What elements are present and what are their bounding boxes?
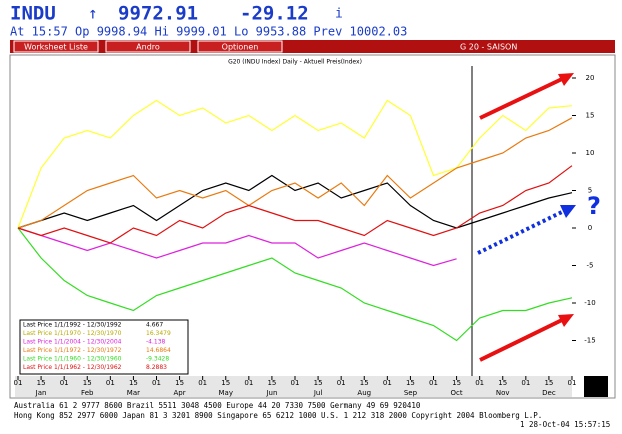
series-line [17,99,573,229]
y-tick-label: 0 [588,224,592,232]
arrow-head [560,205,576,218]
chart-title: G20 (INDU Index) Daily - Aktuell Preis(I… [228,59,362,66]
y-tick-label: -10 [584,299,595,307]
x-tick-label: 15 [37,379,46,387]
footer-line: Australia 61 2 9777 8600 Brazil 5511 304… [14,401,421,410]
legend-value: -4.138 [146,339,166,346]
y-tick-label: -15 [584,337,595,345]
x-tick-label: 15 [221,379,230,387]
arrow-up [479,318,563,362]
annotation: ? [587,192,601,220]
legend-label: Last Price 1/1/1962 - 12/30/1962 [23,364,122,371]
y-tick-label: 10 [586,149,595,157]
x-tick-label: 15 [498,379,507,387]
x-tick-label: 01 [198,379,207,387]
month-label: Nov [496,389,510,397]
y-tick-label: 5 [588,187,592,195]
x-tick-label: 01 [291,379,300,387]
x-tick-label: 15 [314,379,323,387]
menu-label: Worksheet Liste [24,43,88,52]
legend [19,319,189,375]
menu-button[interactable] [197,40,283,53]
legend-label: Last Price 1/1/1970 - 12/30/1970 [23,330,122,337]
menu-right: G 20 - SAISON [460,43,517,52]
legend-value: 4.667 [146,322,163,329]
legend-label: Last Price 1/1/1972 - 12/30/1972 [23,347,122,354]
menu-button[interactable] [105,40,191,53]
x-tick-label: 15 [406,379,415,387]
month-label: Feb [81,389,94,397]
series-line [17,174,573,229]
x-tick-label: 15 [360,379,369,387]
arrow-up [479,77,563,120]
series-line [17,117,573,229]
series-line [17,227,457,267]
menu-bar [10,40,615,53]
x-tick-label: 15 [544,379,553,387]
month-label: Oct [451,389,463,397]
month-label: May [219,389,233,397]
month-label: Jan [35,389,47,397]
month-label: Jun [265,389,277,397]
x-tick-label: 15 [83,379,92,387]
y-tick-label: 15 [586,112,595,120]
ticker: INDU [10,3,56,25]
series-line [17,227,573,342]
x-tick-label: 01 [152,379,161,387]
y-tick-label: -5 [587,262,594,270]
x-tick-label: 15 [129,379,138,387]
arrow-head [558,73,574,86]
month-label: Mar [127,389,140,397]
month-label: Aug [357,389,371,397]
x-tick-label: 01 [14,379,23,387]
menu-label: Optionen [222,43,259,52]
x-tick-label: 01 [60,379,69,387]
legend-label: Last Price 1/1/1960 - 12/30/1960 [23,356,122,363]
x-tick-label: 01 [337,379,346,387]
x-tick-label: 15 [175,379,184,387]
x-tick-label: 01 [475,379,484,387]
legend-value: -9.3428 [146,356,169,363]
legend-value: 16.3479 [146,330,171,337]
x-tick-label: 01 [521,379,530,387]
x-tick-label: 01 [383,379,392,387]
x-tick-label: 01 [429,379,438,387]
x-tick-label: 01 [106,379,115,387]
corner-box [584,376,608,397]
price: 9972.91 [118,3,198,25]
footer-line: Hong Kong 852 2977 6000 Japan 81 3 3201 … [14,411,542,420]
quote-line: At 15:57 Op 9998.94 Hi 9999.01 Lo 9953.8… [10,25,407,39]
month-label: Apr [174,389,186,397]
menu-label: Andro [136,43,160,52]
month-label: Sep [404,389,418,397]
arrow: ↑ [88,4,98,23]
x-tick-label: 15 [452,379,461,387]
x-tick-label: 01 [568,379,577,387]
legend-value: 14.6864 [146,347,171,354]
legend-label: Last Price 1/1/2004 - 12/30/2004 [23,339,122,346]
menu-button[interactable] [13,40,99,53]
x-tick-label: 15 [267,379,276,387]
footer-line: 1 28-Oct-04 15:57:15 [520,420,610,429]
x-tick-label: 01 [244,379,253,387]
change: -29.12 [240,3,309,25]
month-label: Dec [542,389,556,397]
y-tick-label: 20 [586,74,595,82]
info: i [335,7,343,22]
x-axis-strip [15,376,572,397]
legend-label: Last Price 1/1/1992 - 12/30/1992 [23,322,122,329]
arrow-dotted [477,209,565,255]
arrow-head [558,314,574,327]
month-label: Jul [313,389,323,397]
series-line [17,165,573,244]
legend-value: 8.2883 [146,364,167,371]
